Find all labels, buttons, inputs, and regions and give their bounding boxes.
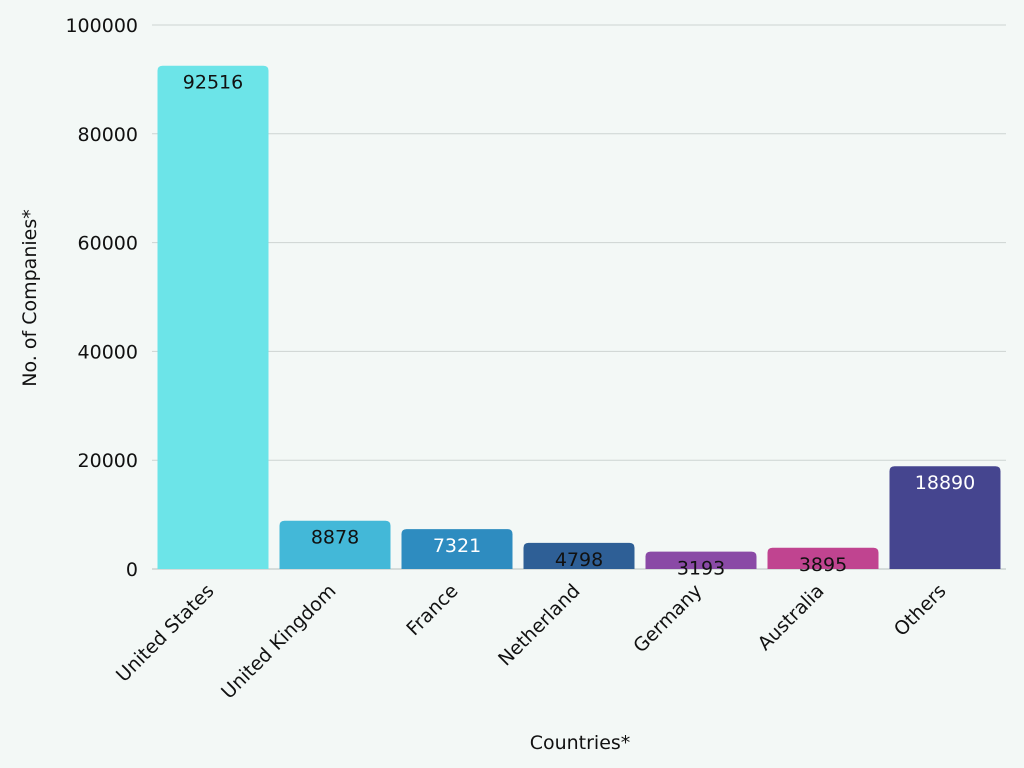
y-axis-ticks: 0 20000 40000 60000 80000 100000	[65, 15, 138, 581]
bar	[645, 551, 757, 569]
data-label: 4798	[555, 549, 603, 571]
y-tick-label: 20000	[78, 450, 138, 472]
y-tick-label: 60000	[78, 233, 138, 255]
data-label: 3895	[799, 554, 847, 576]
x-tick-label: Netherland	[494, 580, 584, 670]
x-tick-label: France	[402, 580, 462, 640]
x-tick-label: Others	[890, 580, 951, 641]
x-tick-label: Australia	[754, 580, 829, 655]
data-label: 7321	[433, 535, 481, 557]
data-label: 18890	[915, 472, 975, 494]
bar	[889, 466, 1001, 569]
gridlines	[152, 24, 1006, 570]
x-tick-label: Germany	[629, 580, 706, 657]
bars	[157, 65, 1001, 570]
y-tick-label: 40000	[78, 341, 138, 363]
data-label: 3193	[677, 558, 725, 580]
bar	[157, 65, 269, 570]
bar	[279, 520, 391, 569]
x-tick-label: United Kingdom	[217, 580, 340, 703]
data-label: 8878	[311, 527, 359, 549]
bar	[401, 529, 513, 569]
y-tick-label: 100000	[65, 15, 138, 37]
x-axis-title: Countries*	[530, 732, 631, 754]
x-tick-label: United States	[112, 580, 219, 687]
data-labels: 92516 8878 7321 4798 3193 3895 18890	[183, 72, 975, 580]
y-tick-label: 80000	[78, 124, 138, 146]
data-label: 92516	[183, 72, 243, 94]
y-tick-label: 0	[126, 559, 138, 581]
bar	[523, 542, 635, 569]
bar	[767, 547, 879, 569]
y-axis-title: No. of Companies*	[19, 209, 41, 386]
